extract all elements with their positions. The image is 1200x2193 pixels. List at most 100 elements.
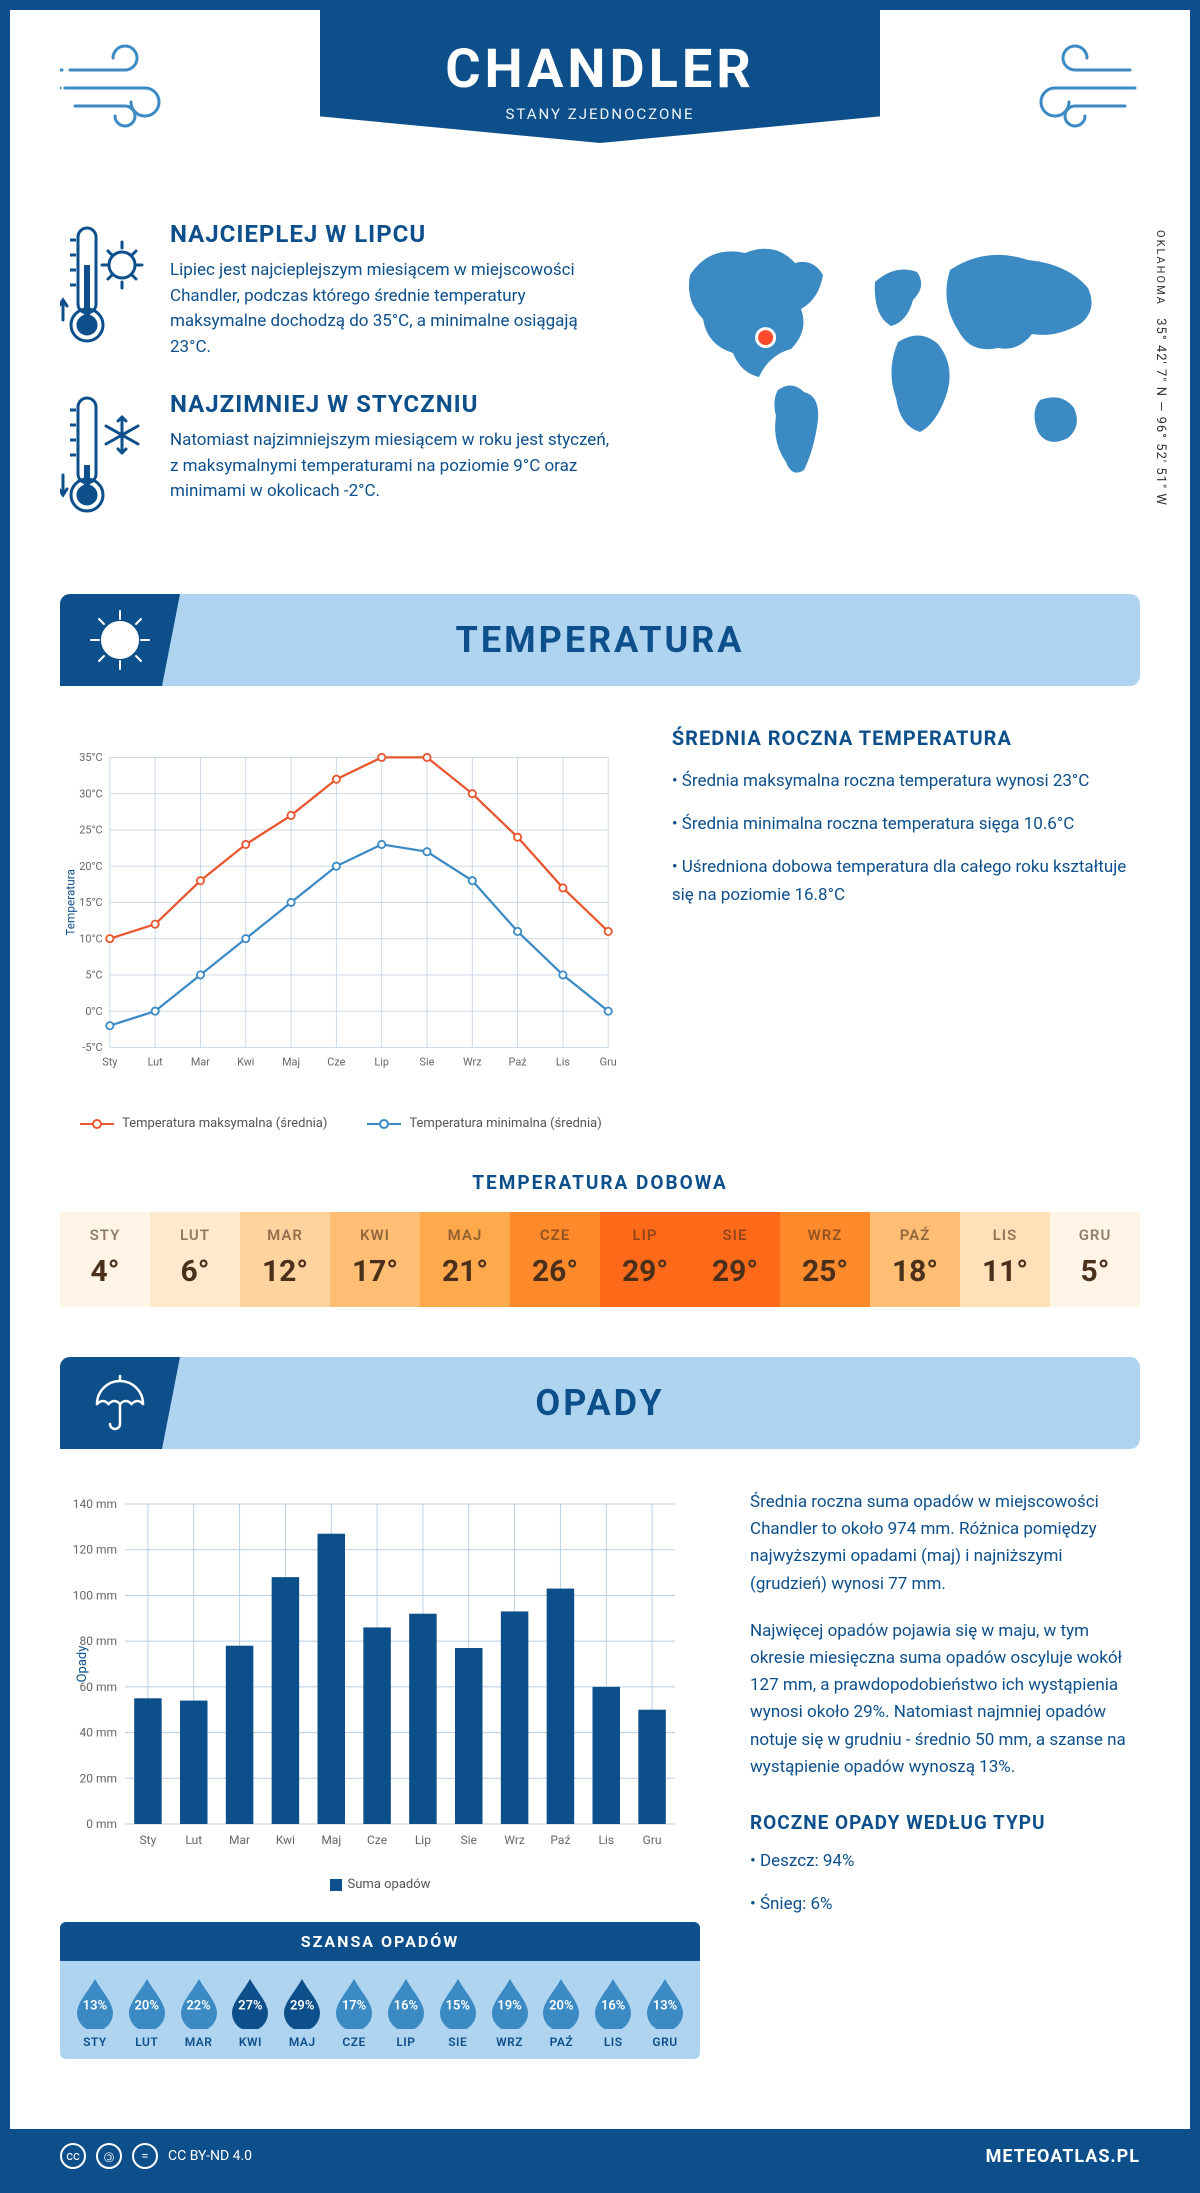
svg-text:Paź: Paź: [509, 1056, 528, 1069]
svg-text:120 mm: 120 mm: [73, 1543, 117, 1557]
warmest-title: NAJCIEPLEJ W LIPCU: [170, 220, 620, 248]
by-icon: 🄯: [96, 2143, 122, 2169]
chance-drop: 27%KWI: [225, 1977, 275, 2049]
svg-text:Lis: Lis: [556, 1056, 570, 1069]
svg-text:Wrz: Wrz: [463, 1056, 482, 1069]
svg-text:Lip: Lip: [415, 1833, 431, 1847]
precipitation-bar-chart: 0 mm20 mm40 mm60 mm80 mm100 mm120 mm140 …: [60, 1489, 700, 2059]
svg-text:Gru: Gru: [643, 1833, 662, 1847]
svg-text:-5°C: -5°C: [82, 1041, 102, 1054]
section-temp-title: TEMPERATURA: [180, 619, 1140, 661]
daily-temp-cell: WRZ25°: [780, 1212, 870, 1307]
thermometer-cold-icon: [60, 390, 150, 524]
svg-text:20 mm: 20 mm: [79, 1771, 117, 1785]
svg-text:30°C: 30°C: [79, 787, 102, 800]
chance-drop: 13%GRU: [640, 1977, 690, 2049]
wind-icon: [60, 40, 190, 134]
svg-text:Sie: Sie: [461, 1833, 477, 1847]
daily-temp-title: TEMPERATURA DOBOWA: [60, 1171, 1140, 1194]
coldest-title: NAJZIMNIEJ W STYCZNIU: [170, 390, 620, 418]
daily-temp-cell: LIP29°: [600, 1212, 690, 1307]
svg-text:Lip: Lip: [374, 1056, 389, 1069]
chance-drop: 17%CZE: [329, 1977, 379, 2049]
svg-text:25°C: 25°C: [79, 824, 102, 837]
svg-text:Gru: Gru: [600, 1056, 617, 1069]
svg-text:Lut: Lut: [185, 1833, 202, 1847]
section-precip-title: OPADY: [180, 1382, 1140, 1424]
daily-temp-cell: SIE29°: [690, 1212, 780, 1307]
svg-text:Kwi: Kwi: [276, 1833, 295, 1847]
svg-text:Sty: Sty: [140, 1833, 157, 1847]
coordinates: OKLAHOMA 35° 42' 7" N — 96° 52' 51" W: [1153, 230, 1168, 506]
warmest-body: Lipiec jest najcieplejszym miesiącem w m…: [170, 258, 620, 360]
svg-text:40 mm: 40 mm: [79, 1726, 117, 1740]
precip-legend: Suma opadów: [348, 1877, 431, 1892]
daily-temperature-strip: STY4°LUT6°MAR12°KWI17°MAJ21°CZE26°LIP29°…: [60, 1212, 1140, 1307]
license-text: CC BY-ND 4.0: [168, 2148, 252, 2164]
temp-summary-item: Uśredniona dobowa temperatura dla całego…: [672, 854, 1140, 908]
daily-temp-cell: MAJ21°: [420, 1212, 510, 1307]
footer: cc 🄯 = CC BY-ND 4.0 METEOATLAS.PL: [10, 2129, 1190, 2183]
daily-temp-cell: STY4°: [60, 1212, 150, 1307]
legend-item: Temperatura maksymalna (średnia): [80, 1116, 327, 1131]
svg-text:Sie: Sie: [420, 1056, 435, 1069]
precip-type-item: Deszcz: 94%: [750, 1848, 1140, 1875]
chance-title: SZANSA OPADÓW: [60, 1922, 700, 1961]
chance-drop: 20%LUT: [122, 1977, 172, 2049]
temperature-summary: ŚREDNIA ROCZNA TEMPERATURA Średnia maksy…: [672, 726, 1140, 1131]
precip-para-2: Najwięcej opadów pojawia się w maju, w t…: [750, 1618, 1140, 1781]
daily-temp-cell: GRU5°: [1050, 1212, 1140, 1307]
svg-text:Lis: Lis: [598, 1833, 614, 1847]
umbrella-icon: [60, 1357, 180, 1449]
svg-text:Opady: Opady: [75, 1646, 90, 1683]
svg-text:35°C: 35°C: [79, 751, 102, 764]
svg-text:5°C: 5°C: [85, 969, 102, 982]
wind-icon: [1010, 40, 1140, 134]
site-name: METEOATLAS.PL: [986, 2146, 1140, 2167]
daily-temp-cell: PAŹ18°: [870, 1212, 960, 1307]
legend-item: Temperatura minimalna (średnia): [367, 1116, 601, 1131]
coldest-block: NAJZIMNIEJ W STYCZNIU Natomiast najzimni…: [60, 390, 620, 524]
daily-temp-cell: KWI17°: [330, 1212, 420, 1307]
state-label: OKLAHOMA: [1154, 230, 1167, 306]
chance-drop: 19%WRZ: [485, 1977, 535, 2049]
svg-text:Kwi: Kwi: [237, 1056, 254, 1069]
svg-text:Sty: Sty: [102, 1056, 117, 1069]
svg-text:Lut: Lut: [148, 1056, 164, 1069]
chance-drop: 13%STY: [70, 1977, 120, 2049]
svg-text:Maj: Maj: [282, 1056, 300, 1069]
precip-type-item: Śnieg: 6%: [750, 1891, 1140, 1918]
chance-drop: 20%PAŹ: [536, 1977, 586, 2049]
temperature-line-chart: -5°C0°C5°C10°C15°C20°C25°C30°C35°CStyLut…: [60, 726, 622, 1131]
svg-text:Cze: Cze: [327, 1056, 345, 1069]
precipitation-chance-box: SZANSA OPADÓW 13%STY20%LUT22%MAR27%KWI29…: [60, 1922, 700, 2059]
chance-drop: 22%MAR: [174, 1977, 224, 2049]
svg-text:Maj: Maj: [321, 1833, 341, 1847]
precip-para-1: Średnia roczna suma opadów w miejscowośc…: [750, 1489, 1140, 1598]
precipitation-summary: Średnia roczna suma opadów w miejscowośc…: [750, 1489, 1140, 2059]
temp-summary-item: Średnia maksymalna roczna temperatura wy…: [672, 768, 1140, 795]
title-banner: CHANDLER STANY ZJEDNOCZONE: [320, 10, 880, 143]
section-precipitation: OPADY: [60, 1357, 1140, 1449]
svg-text:140 mm: 140 mm: [73, 1497, 117, 1511]
section-temperature: TEMPERATURA: [60, 594, 1140, 686]
header: CHANDLER STANY ZJEDNOCZONE: [60, 10, 1140, 190]
daily-temp-cell: LIS11°: [960, 1212, 1050, 1307]
svg-text:0 mm: 0 mm: [86, 1817, 117, 1831]
svg-text:15°C: 15°C: [79, 896, 102, 909]
svg-text:Cze: Cze: [367, 1833, 387, 1847]
precip-type-title: ROCZNE OPADY WEDŁUG TYPU: [750, 1811, 1140, 1834]
svg-text:10°C: 10°C: [79, 932, 102, 945]
cc-icon: cc: [60, 2143, 86, 2169]
svg-text:Temperatura: Temperatura: [63, 869, 77, 936]
daily-temp-cell: LUT6°: [150, 1212, 240, 1307]
svg-text:Mar: Mar: [191, 1056, 210, 1069]
svg-text:Paź: Paź: [550, 1833, 570, 1847]
thermometer-hot-icon: [60, 220, 150, 360]
temp-summary-item: Średnia minimalna roczna temperatura się…: [672, 811, 1140, 838]
country-subtitle: STANY ZJEDNOCZONE: [340, 105, 860, 123]
svg-text:Wrz: Wrz: [504, 1833, 525, 1847]
city-title: CHANDLER: [340, 38, 860, 101]
daily-temp-cell: CZE26°: [510, 1212, 600, 1307]
world-map: OKLAHOMA 35° 42' 7" N — 96° 52' 51" W: [660, 220, 1140, 554]
